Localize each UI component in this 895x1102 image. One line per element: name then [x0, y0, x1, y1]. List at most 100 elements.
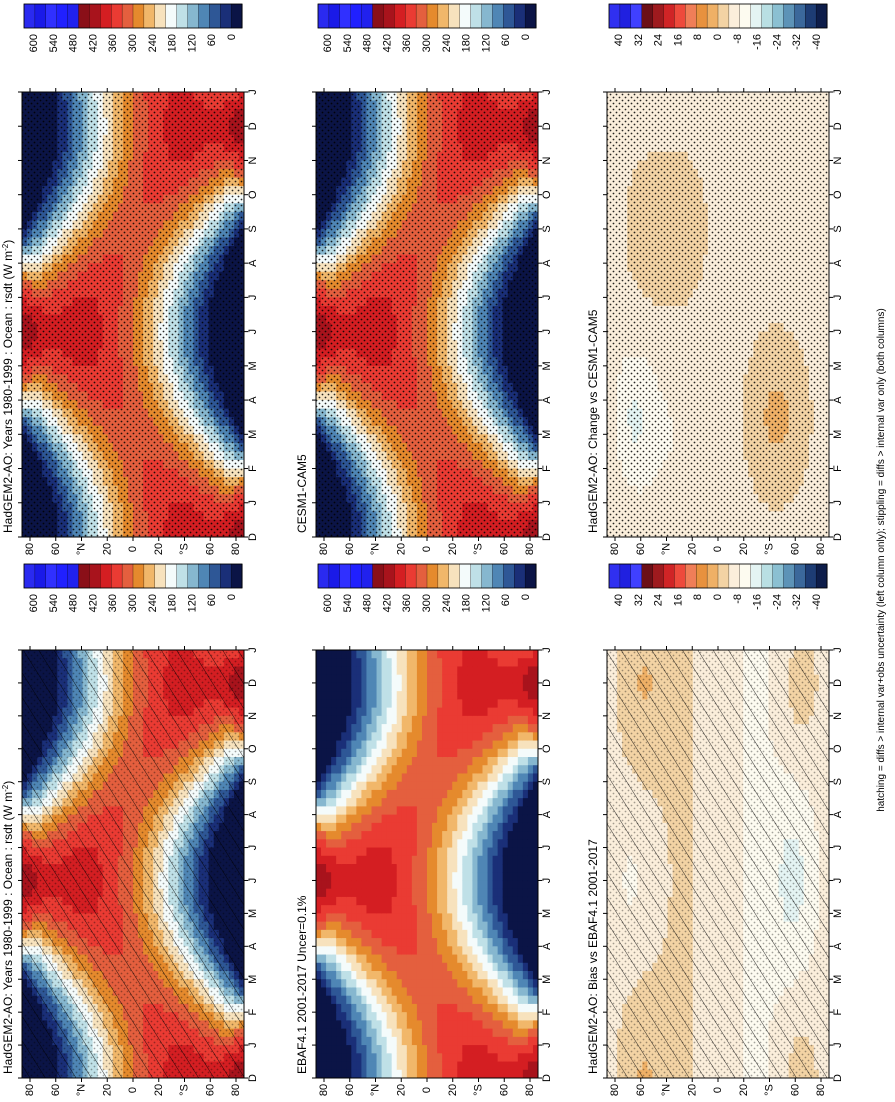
heatmap-cell — [316, 699, 322, 709]
heatmap-cell — [326, 987, 332, 997]
month-tick-label: J — [247, 1042, 259, 1048]
heatmap-cell — [321, 773, 327, 783]
heatmap-cell — [316, 1069, 322, 1078]
heatmap-field — [22, 92, 244, 537]
colorbar-swatch — [100, 563, 112, 589]
colorbar-frame — [23, 563, 243, 589]
heatmap-cell — [331, 699, 337, 709]
heatmap-cell — [331, 822, 337, 832]
heatmap-cell — [326, 1028, 332, 1038]
heatmap-cell — [326, 650, 332, 659]
heatmap-cell — [331, 913, 337, 923]
month-tick-label: J — [247, 295, 259, 301]
heatmap-cell — [316, 691, 322, 700]
heatmap-cell — [316, 658, 322, 668]
heatmap-cell — [321, 1053, 327, 1063]
colorbar-swatch — [67, 563, 80, 589]
heatmap-cell — [326, 929, 332, 939]
colorbar-label: 360 — [107, 594, 119, 612]
heatmap-cell — [331, 715, 337, 725]
heatmap-cell — [331, 839, 337, 849]
heatmap-cell — [331, 896, 337, 906]
heatmap-cell — [326, 995, 332, 1005]
heatmap-cell — [331, 929, 337, 939]
colorbar-swatch — [230, 563, 243, 589]
month-tick-label: J — [247, 878, 259, 884]
colorbar-swatch — [198, 3, 210, 29]
heatmap-cell — [326, 1045, 332, 1054]
heatmap-cell — [331, 707, 337, 717]
month-tick-label: D — [247, 679, 259, 687]
panel-model-hatched: HadGEM2-AO: Years 1980-1999 : Ocean : rs… — [1, 563, 259, 1096]
heatmap-cell — [321, 822, 327, 832]
latitude-tick-label: 60 — [50, 543, 62, 555]
heatmap-cell — [331, 724, 337, 733]
heatmap-cell — [316, 682, 322, 692]
heatmap-cell — [326, 954, 332, 964]
heatmap-cell — [321, 666, 327, 676]
month-tick-label: M — [247, 909, 259, 918]
heatmap-cell — [331, 1045, 337, 1054]
heatmap-cell — [326, 1036, 332, 1046]
month-tick-label: O — [247, 744, 259, 753]
colorbar-swatch — [56, 563, 69, 589]
month-tick-label: O — [247, 190, 259, 199]
heatmap-cell — [331, 946, 337, 956]
month-tick-label: M — [247, 975, 259, 984]
month-tick-label: D — [247, 122, 259, 130]
heatmap-cell — [331, 757, 337, 766]
heatmap-cell — [331, 938, 337, 947]
heatmap-cell — [326, 658, 332, 668]
latitude-tick-label: 60 — [204, 543, 216, 555]
month-tick-label: F — [247, 465, 259, 472]
heatmap-cell — [321, 798, 327, 807]
heatmap-cell — [331, 880, 337, 890]
colorbar-swatch — [154, 3, 167, 29]
latitude-tick-label: °N — [76, 543, 88, 555]
colorbar-label: 480 — [68, 34, 80, 52]
heatmap-cell — [331, 781, 337, 791]
month-tick-label: J — [247, 647, 259, 653]
heatmap-cell — [331, 954, 337, 964]
heatmap-cell — [321, 757, 327, 766]
heatmap-cell — [331, 987, 337, 997]
colorbar-label: 300 — [127, 34, 139, 52]
heatmap-cell — [326, 699, 332, 709]
heatmap-cell — [316, 954, 322, 964]
heatmap-cell — [316, 757, 322, 766]
colorbar-swatch — [209, 3, 221, 29]
heatmap-cell — [321, 1069, 327, 1078]
heatmap-cell — [331, 789, 337, 799]
heatmap-cell — [316, 666, 322, 676]
heatmap-cell — [326, 1053, 332, 1063]
heatmap-cell — [326, 847, 332, 857]
colorbar-swatch — [132, 563, 145, 589]
heatmap-cell — [316, 707, 322, 717]
heatmap-cell — [326, 814, 332, 824]
month-tick-label: J — [247, 329, 259, 335]
heatmap-cell — [321, 806, 327, 816]
month-tick-label: J — [247, 500, 259, 506]
colorbar-swatch — [220, 563, 232, 589]
heatmap-cell — [331, 691, 337, 700]
colorbar-swatch — [34, 563, 47, 589]
heatmap-cell — [316, 740, 322, 750]
colorbar-label: 60 — [206, 594, 218, 606]
heatmap-cell — [316, 946, 322, 956]
heatmap-cell — [321, 962, 327, 972]
colorbar-label: 480 — [68, 594, 80, 612]
heatmap-cell — [326, 691, 332, 700]
heatmap-cell — [326, 938, 332, 947]
colorbar-swatch — [198, 563, 210, 589]
heatmap-cell — [321, 938, 327, 947]
heatmap-cell — [316, 715, 322, 725]
heatmap-cell — [331, 855, 337, 865]
colorbar-swatch — [209, 563, 221, 589]
colorbar-label: 240 — [147, 594, 159, 612]
heatmap-cell — [326, 1061, 332, 1071]
heatmap-cell — [331, 806, 337, 816]
heatmap-cell — [321, 847, 327, 857]
colorbar-swatch — [45, 3, 58, 29]
heatmap-cell — [326, 946, 332, 956]
